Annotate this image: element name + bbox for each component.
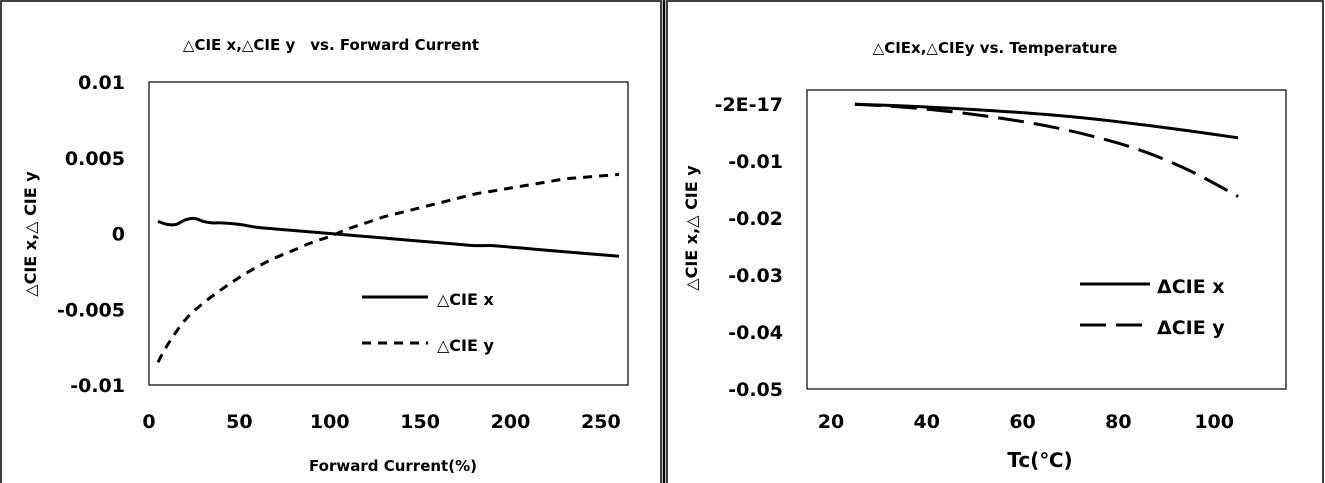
temperature-chart: △CIEx,△CIEy vs. Temperature Tc(℃) △CIE x…	[682, 39, 1287, 472]
x-tick-label: 0	[142, 411, 155, 433]
series-line-cie-y	[156, 172, 620, 364]
series-line-cie-x	[157, 216, 620, 258]
y-tick-label: -0.01	[70, 375, 125, 397]
x-tick-label: 150	[400, 411, 440, 433]
plot-area	[148, 81, 629, 386]
y-tick-label: 0.01	[78, 72, 125, 94]
forward-current-chart: △CIE x,△CIE y vs. Forward Current Forwar…	[21, 36, 629, 475]
x-tick-label: 60	[1009, 411, 1035, 433]
legend-label: ΔCIE y	[1157, 317, 1225, 339]
y-axis-title: △CIE x,△ CIE y	[682, 165, 701, 291]
y-tick-label: -0.04	[728, 322, 783, 344]
x-tick-label: 40	[914, 411, 940, 433]
x-tick-label: 250	[581, 411, 621, 433]
y-tick-label: 0	[112, 224, 125, 246]
y-tick-label: -0.03	[728, 265, 783, 287]
y-tick-label: -0.05	[728, 379, 783, 401]
x-tick-label: 50	[226, 411, 252, 433]
y-tick-label: 0.005	[65, 148, 125, 170]
x-tick-label: 200	[491, 411, 531, 433]
left-chart-panel	[0, 0, 662, 483]
right-chart-panel	[666, 0, 1324, 483]
series-line-cie-y	[854, 102, 1239, 198]
legend-label: △CIE x	[437, 290, 495, 309]
y-tick-label: -0.02	[728, 208, 783, 230]
series-line-cie-x	[854, 102, 1239, 140]
y-tick-label: -2E-17	[715, 94, 783, 116]
chart-title: △CIEx,△CIEy vs. Temperature	[873, 39, 1118, 57]
x-tick-label: 80	[1105, 411, 1131, 433]
x-tick-label: 100	[1194, 411, 1234, 433]
y-tick-label: -0.005	[57, 299, 125, 321]
y-tick-label: -0.01	[728, 151, 783, 173]
x-axis-title: Forward Current(%)	[309, 457, 477, 475]
y-axis-title: △CIE x,△ CIE y	[21, 171, 40, 297]
chart-title: △CIE x,△CIE y vs. Forward Current	[183, 36, 479, 54]
legend-label: ΔCIE x	[1157, 276, 1225, 298]
plot-area	[806, 89, 1287, 390]
x-axis-title: Tc(℃)	[1007, 448, 1072, 472]
x-tick-label: 100	[310, 411, 350, 433]
legend-label: △CIE y	[437, 336, 495, 355]
x-tick-label: 20	[818, 411, 844, 433]
